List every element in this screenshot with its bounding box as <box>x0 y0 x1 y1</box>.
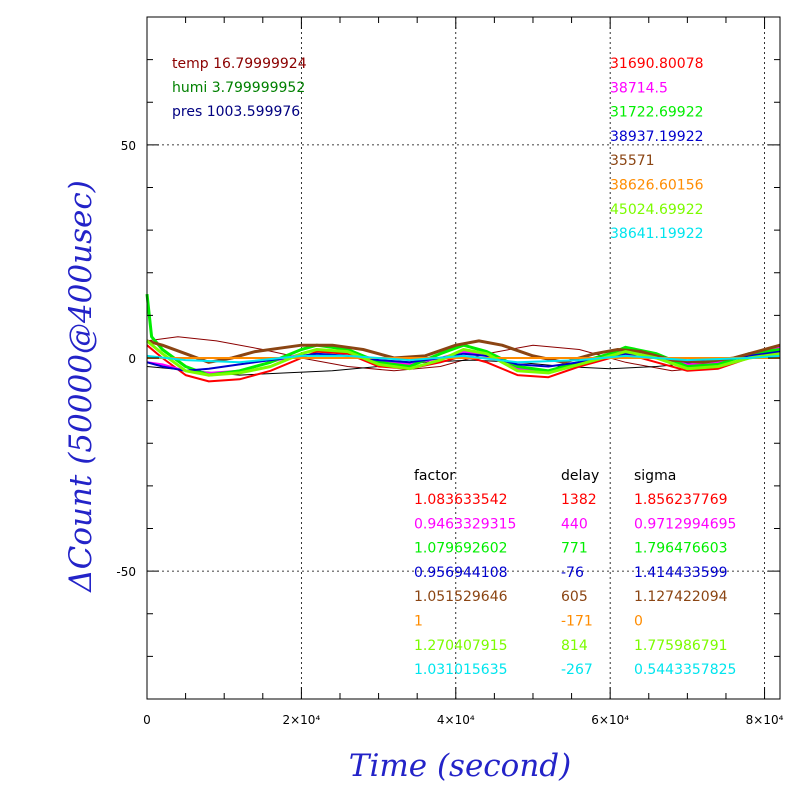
ticks <box>146 16 780 700</box>
table-delay: -267 <box>561 662 593 678</box>
table-sigma: 0 <box>634 614 643 630</box>
x-axis-title: Time (second) <box>349 748 571 784</box>
annotations: temp 16.79999924 humi 3.799999952 pres 100… <box>172 56 736 678</box>
tick-labels: 0 2×10⁴ 4×10⁴ 6×10⁴ 8×10⁴ -50 0 50 <box>116 139 783 727</box>
table-sigma: 1.796476603 <box>634 541 728 557</box>
table-sigma: 1.775986791 <box>634 638 728 654</box>
environment-reading: temp 16.79999924 <box>172 56 307 72</box>
series-top-value: 38626.60156 <box>610 178 704 194</box>
series-top-value: 35571 <box>610 153 655 169</box>
table-sigma: 0.9712994695 <box>634 516 736 532</box>
table-factor: 1.079692602 <box>414 541 508 557</box>
x-tick-label: 0 <box>143 713 151 727</box>
environment-reading: humi 3.799999952 <box>172 80 305 96</box>
table-delay: 605 <box>561 589 588 605</box>
x-tick-label: 8×10⁴ <box>746 713 784 727</box>
table-factor: 1.031015635 <box>414 662 508 678</box>
table-delay: 1382 <box>561 492 597 508</box>
y-tick-label: 50 <box>121 139 136 153</box>
series-top-value: 45024.69922 <box>610 202 704 218</box>
series-top-value: 38937.19922 <box>610 129 704 145</box>
series-top-value: 38641.19922 <box>610 226 704 242</box>
series-top-values: 31690.80078 38714.5 31722.69922 38937.19922… <box>610 56 704 242</box>
table-factor: 0.9463329315 <box>414 516 516 532</box>
table-delay: 440 <box>561 516 588 532</box>
series-line <box>146 354 781 364</box>
table-sigma: 1.414433599 <box>634 565 728 581</box>
series-layer <box>145 293 781 383</box>
series-line <box>146 339 781 377</box>
x-tick-label: 2×10⁴ <box>282 713 320 727</box>
y-axis-title: ΔCount (50000@400usec) <box>63 180 99 593</box>
series-top-value: 31690.80078 <box>610 56 704 72</box>
table-header-delay: delay <box>561 468 599 484</box>
table-header-factor: factor <box>414 468 455 484</box>
series-top-value: 38714.5 <box>610 80 668 96</box>
table-factor: 1 <box>414 614 423 630</box>
table-factor: 0.956944108 <box>414 565 508 581</box>
table-delay: 771 <box>561 541 588 557</box>
series-line <box>146 344 781 383</box>
table-header-sigma: sigma <box>634 468 676 484</box>
x-tick-label: 6×10⁴ <box>591 713 629 727</box>
environment-reading: pres 1003.599976 <box>172 104 300 120</box>
x-tick-label: 4×10⁴ <box>437 713 475 727</box>
y-tick-label: -50 <box>116 565 136 579</box>
y-tick-label: 0 <box>128 352 136 366</box>
table-delay: 814 <box>561 638 588 654</box>
environment-readings: temp 16.79999924 humi 3.799999952 pres 100… <box>172 56 307 120</box>
table-sigma: 1.127422094 <box>634 589 728 605</box>
table-factor: 1.083633542 <box>414 492 508 508</box>
series-top-value: 31722.69922 <box>610 105 704 121</box>
table-sigma: 0.5443357825 <box>634 662 736 678</box>
fit-parameter-table: factor delay sigma 1.083633542 1382 1.8562… <box>414 468 736 678</box>
table-sigma: 1.856237769 <box>634 492 728 508</box>
table-delay: -76 <box>561 565 584 581</box>
table-factor: 1.051529646 <box>414 589 508 605</box>
table-delay: -171 <box>561 614 593 630</box>
table-factor: 1.270407915 <box>414 638 508 654</box>
